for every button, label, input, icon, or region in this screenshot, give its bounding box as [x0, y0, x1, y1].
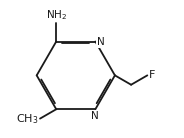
Text: N: N — [91, 111, 99, 121]
Text: F: F — [149, 70, 155, 80]
Text: NH$_2$: NH$_2$ — [46, 8, 67, 22]
Text: N: N — [97, 37, 105, 47]
Text: CH$_3$: CH$_3$ — [16, 112, 39, 125]
